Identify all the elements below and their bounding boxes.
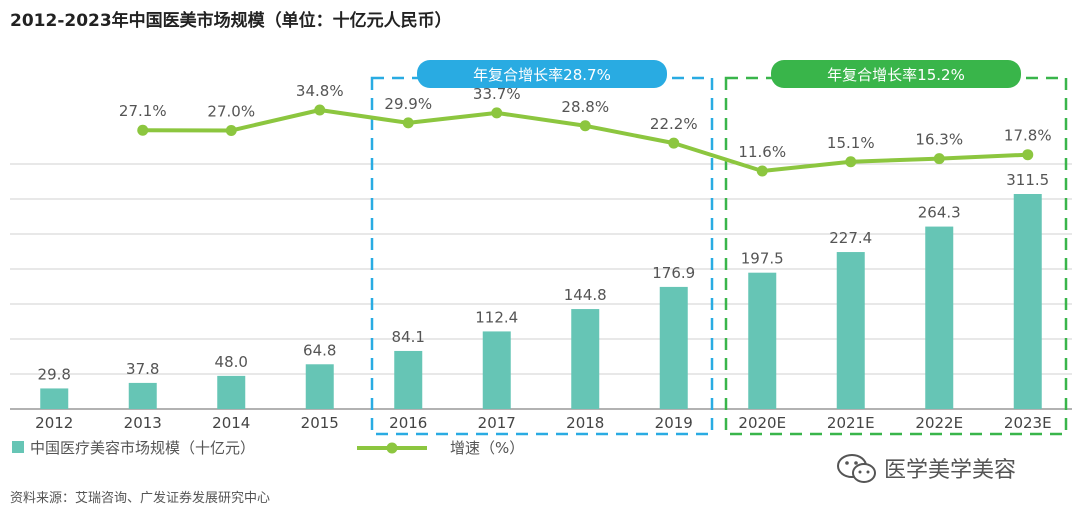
source-note: 资料来源：艾瑞咨询、广发证券发展研究中心 [10,491,271,506]
x-tick-label: 2014 [212,414,250,432]
growth-value-label: 28.8% [561,98,609,116]
growth-value-label: 34.8% [296,82,344,100]
growth-value-label: 29.9% [384,95,432,113]
growth-point-2015 [314,104,326,116]
cagr-badge-1 [417,60,667,88]
growth-value-label: 16.3% [915,131,963,149]
growth-value-label: 17.8% [1004,127,1052,145]
x-tick-label: 2023E [1004,414,1052,432]
bar-value-label: 48.0 [215,353,248,371]
bar-2022E [925,226,954,409]
growth-point-2017 [491,107,503,119]
watermark-text: 医学美学美容 [884,458,1017,483]
growth-line [142,108,1028,173]
bar-value-label: 64.8 [303,341,336,359]
x-tick-label: 2018 [566,414,604,432]
growth-point-2014 [225,125,237,137]
bar-value-label: 112.4 [475,308,518,326]
bar-2019 [659,286,688,409]
bar-2013 [128,382,157,409]
bar-value-label: 144.8 [564,286,607,304]
bar-value-label: 84.1 [392,328,425,346]
bar-2018 [571,309,600,409]
growth-value-label: 15.1% [827,134,875,152]
x-tick-label: 2017 [478,414,516,432]
legend-line-label: 增速（%） [450,439,525,457]
growth-point-2020E [756,165,768,177]
growth-point-2016 [402,117,414,129]
wechat-icon [837,454,876,483]
bar-2012 [40,388,69,409]
x-tick-label: 2021E [827,414,875,432]
bar-2021E [836,252,865,409]
bar-2015 [305,364,334,409]
bar-value-label: 264.3 [918,204,961,222]
growth-point-2013 [137,124,149,136]
x-tick-label: 2013 [124,414,162,432]
x-tick-label: 2012 [35,414,73,432]
x-tick-label: 2015 [301,414,339,432]
x-tick-label: 2020E [738,414,786,432]
bar-value-label: 29.8 [38,365,71,383]
growth-point-2022E [933,153,945,165]
growth-value-label: 11.6% [738,143,786,161]
cagr-label-2: 年复合增长率15.2% [827,66,965,84]
bar-value-label: 311.5 [1006,171,1049,189]
bar-2014 [217,375,246,409]
x-tick-label: 2016 [389,414,427,432]
cagr-label-1: 年复合增长率28.7% [473,66,611,84]
bar-2023E [1013,194,1042,409]
chart-title: 2012-2023年中国医美市场规模（单位：十亿元人民币） [10,11,452,31]
growth-point-2023E [1022,149,1034,161]
growth-point-2019 [668,137,680,149]
bar-value-label: 176.9 [652,264,695,282]
growth-point-2018 [579,120,591,132]
bar-value-label: 227.4 [829,229,872,247]
bar-2020E [748,272,777,409]
x-tick-label: 2022E [915,414,963,432]
bar-value-label: 37.8 [126,360,159,378]
legend-line-swatch [357,442,427,454]
growth-value-label: 22.2% [650,115,698,133]
growth-point-2021E [845,156,857,168]
bar-2017 [482,331,511,409]
cagr-badge-2 [771,60,1021,88]
growth-value-label: 33.7% [473,85,521,103]
bar-2016 [394,350,423,409]
legend-bar-swatch [12,441,24,453]
x-tick-label: 2019 [655,414,693,432]
legend-bar-label: 中国医疗美容市场规模（十亿元） [30,439,256,457]
growth-value-label: 27.1% [119,102,167,120]
bar-value-label: 197.5 [741,250,784,268]
growth-value-label: 27.0% [207,103,255,121]
